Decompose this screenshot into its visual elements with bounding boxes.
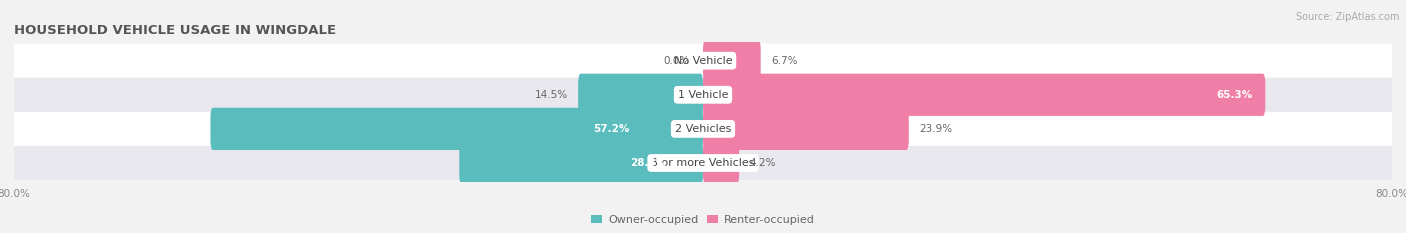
FancyBboxPatch shape — [703, 142, 740, 184]
Text: 3 or more Vehicles: 3 or more Vehicles — [651, 158, 755, 168]
Text: 23.9%: 23.9% — [920, 124, 952, 134]
Text: 65.3%: 65.3% — [1216, 90, 1253, 100]
Text: 0.0%: 0.0% — [664, 56, 690, 66]
Text: 1 Vehicle: 1 Vehicle — [678, 90, 728, 100]
FancyBboxPatch shape — [14, 146, 1392, 180]
FancyBboxPatch shape — [703, 74, 1265, 116]
FancyBboxPatch shape — [211, 108, 703, 150]
Text: No Vehicle: No Vehicle — [673, 56, 733, 66]
FancyBboxPatch shape — [14, 78, 1392, 112]
Text: HOUSEHOLD VEHICLE USAGE IN WINGDALE: HOUSEHOLD VEHICLE USAGE IN WINGDALE — [14, 24, 336, 37]
FancyBboxPatch shape — [703, 108, 908, 150]
Text: 2 Vehicles: 2 Vehicles — [675, 124, 731, 134]
Text: 28.3%: 28.3% — [630, 158, 666, 168]
FancyBboxPatch shape — [14, 112, 1392, 146]
FancyBboxPatch shape — [460, 142, 703, 184]
Text: 57.2%: 57.2% — [593, 124, 628, 134]
Legend: Owner-occupied, Renter-occupied: Owner-occupied, Renter-occupied — [586, 210, 820, 229]
Text: 4.2%: 4.2% — [749, 158, 776, 168]
Text: 14.5%: 14.5% — [534, 90, 568, 100]
Text: 6.7%: 6.7% — [770, 56, 797, 66]
Text: Source: ZipAtlas.com: Source: ZipAtlas.com — [1295, 12, 1399, 22]
FancyBboxPatch shape — [578, 74, 703, 116]
FancyBboxPatch shape — [703, 40, 761, 82]
FancyBboxPatch shape — [14, 44, 1392, 78]
